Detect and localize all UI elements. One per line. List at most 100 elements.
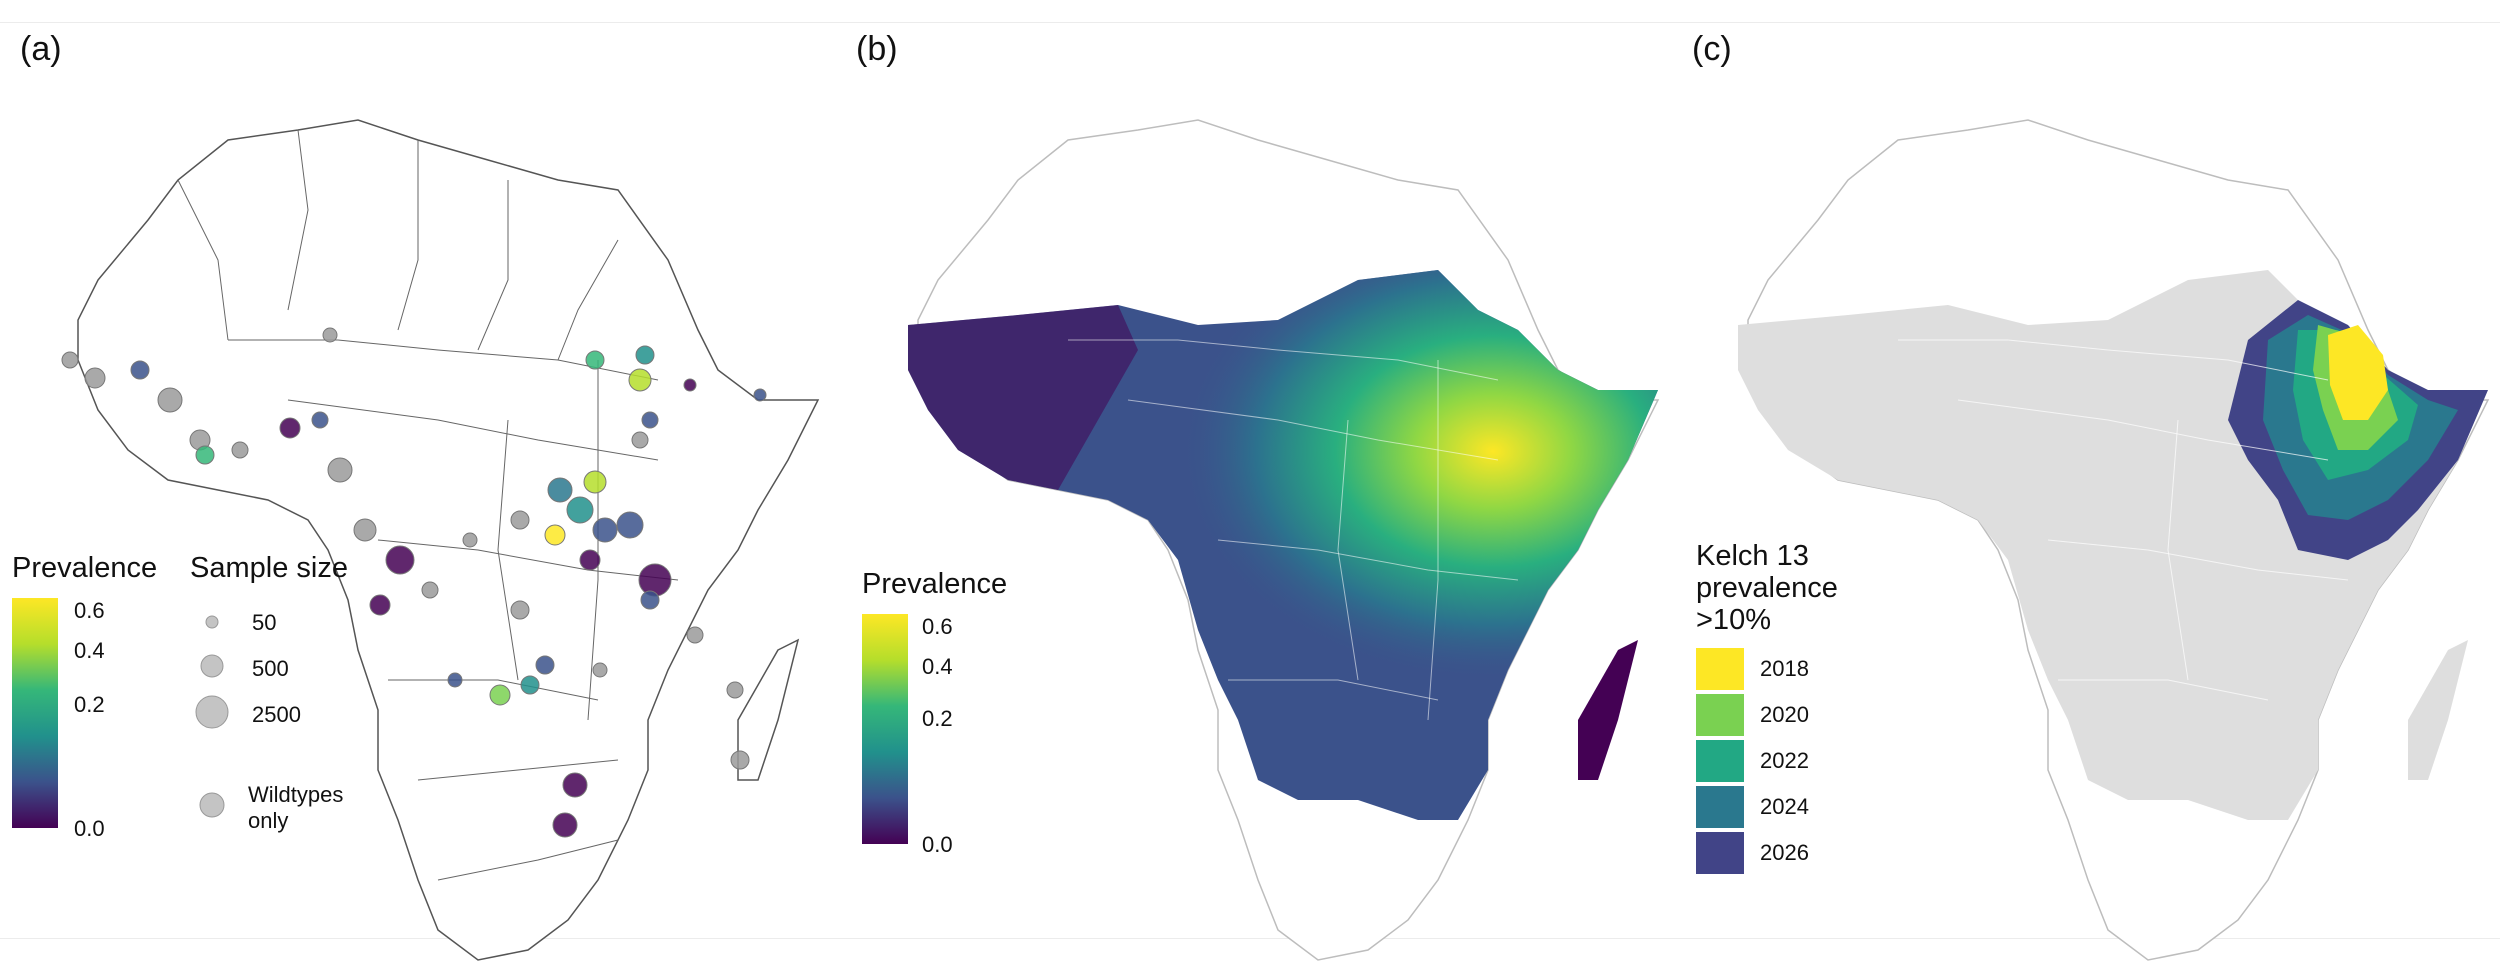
size-key-2500 [195,695,229,729]
prevalence-legend-title: Prevalence [12,552,158,584]
data-point [616,511,644,539]
wildtypes-label-1: Wildtypes [248,782,344,807]
prevalence-surface-map [908,119,1660,961]
year-label: 2020 [1760,702,1809,727]
sample-size-legend-title: Sample size [190,552,348,584]
panel-c-label: (c) [1692,30,1732,68]
panel-a: (a) [0,0,840,962]
data-point [683,378,697,392]
year-2026-swatch [1696,832,1744,874]
year-label: 2022 [1760,748,1809,773]
data-point [520,675,540,695]
year-2024-swatch [1696,786,1744,828]
data-point [730,750,750,770]
data-point [195,445,215,465]
kelch13-legend-title-2: prevalence [1696,572,1838,604]
bottom-rule [0,938,2500,939]
data-point [322,327,338,343]
prevalence-tick-label: 0.0 [74,816,105,841]
data-point [640,590,660,610]
data-point [489,684,511,706]
year-2022-swatch [1696,740,1744,782]
prevalence-tick-label: 0.4 [74,638,105,663]
data-point [462,532,478,548]
kelch13-legend-title-3: >10% [1696,604,1771,636]
prevalence-tick-label-b: 0.0 [922,832,953,857]
survey-points [61,327,767,838]
data-point [84,367,106,389]
data-point [327,457,353,483]
year-label: 2018 [1760,656,1809,681]
data-point [385,545,415,575]
sample-size-label: 500 [252,656,289,681]
panel-c: (c) Kelch 13 prevalence >10% 2018 2020 [1670,0,2500,962]
africa-map-a [61,119,820,961]
prevalence-legend-title-b: Prevalence [862,568,1008,600]
surface-borders [1068,339,1519,721]
data-point [592,662,608,678]
prevalence-tick-label: 0.2 [74,692,105,717]
data-point [686,626,704,644]
data-point [61,351,79,369]
africa-outline [77,119,820,961]
threshold-borders [1898,339,2349,701]
country-borders [177,129,679,881]
data-point [635,345,655,365]
data-point [421,581,439,599]
data-point [353,518,377,542]
madagascar-surface [1578,640,1638,780]
data-point [566,496,594,524]
panel-b: (b) Prevalence 0.6 0.4 0.2 0.0 [840,0,1670,962]
west-low-region [908,305,1138,490]
data-point [592,517,618,543]
data-point [547,477,573,503]
data-point [535,655,555,675]
data-point [641,411,659,429]
data-point [562,772,588,798]
data-point [311,411,329,429]
data-point [130,360,150,380]
prevalence-tick-label-b: 0.2 [922,706,953,731]
wildtypes-label-2: only [248,808,289,833]
data-point [585,350,605,370]
data-point [552,812,578,838]
data-point [157,387,183,413]
madagascar-grey [2408,640,2468,780]
data-point [753,388,767,402]
sample-size-label: 50 [252,610,277,635]
panel-a-label: (a) [20,30,62,68]
size-key-500 [200,654,224,678]
data-point [447,672,463,688]
year-2018-swatch [1696,648,1744,690]
data-point [628,368,652,392]
data-point [510,600,530,620]
prevalence-tick-label-b: 0.4 [922,654,953,679]
year-label: 2026 [1760,840,1809,865]
year-2018-region [2328,325,2388,420]
data-point [544,524,566,546]
prevalence-colorbar [12,598,58,828]
data-point [510,510,530,530]
kelch13-threshold-map [1738,119,2490,961]
prevalence-colorbar-b [862,614,908,844]
data-point [638,563,672,597]
kelch13-legend-title-1: Kelch 13 [1696,540,1809,572]
sample-size-keys [195,615,229,818]
wildtypes-key [199,792,225,818]
prevalence-tick-label: 0.6 [74,598,105,623]
data-point [579,549,601,571]
year-2020-swatch [1696,694,1744,736]
prevalence-tick-label-b: 0.6 [922,614,953,639]
data-point [726,681,744,699]
sample-size-label: 2500 [252,702,301,727]
size-key-50 [205,615,219,629]
top-rule [0,22,2500,23]
data-point [583,470,607,494]
panel-b-label: (b) [856,30,898,68]
madagascar-outline [737,638,800,781]
data-point [631,431,649,449]
year-label: 2024 [1760,794,1809,819]
data-point [231,441,249,459]
data-point [279,417,301,439]
data-point [369,594,391,616]
